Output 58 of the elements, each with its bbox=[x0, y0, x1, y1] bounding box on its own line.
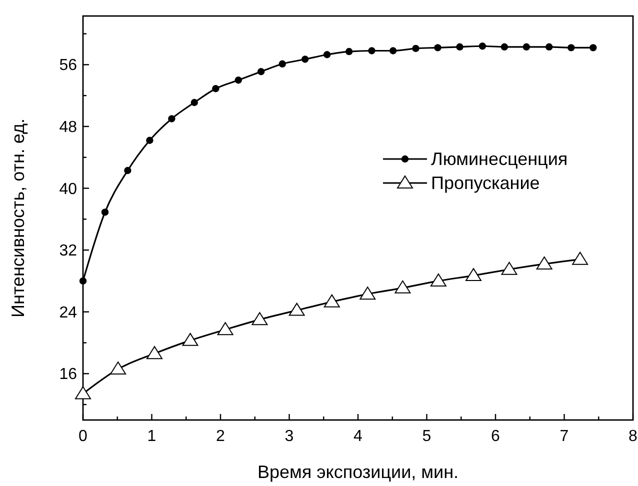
point bbox=[590, 44, 597, 52]
point bbox=[478, 42, 486, 50]
point bbox=[212, 85, 220, 92]
point bbox=[412, 44, 420, 52]
point bbox=[301, 56, 309, 63]
x-axis-title: Время экспозиции, мин. bbox=[257, 462, 459, 482]
point bbox=[536, 256, 552, 270]
y-tick-label: 24 bbox=[59, 304, 78, 322]
point bbox=[500, 43, 508, 50]
point bbox=[168, 115, 176, 122]
point bbox=[257, 68, 265, 76]
point bbox=[430, 273, 446, 286]
x-tick-label: 3 bbox=[284, 428, 294, 445]
point bbox=[345, 48, 353, 56]
x-tick-label: 6 bbox=[491, 428, 500, 445]
x-tick-label: 0 bbox=[78, 428, 88, 445]
y-tick-label: 32 bbox=[59, 242, 78, 260]
point bbox=[182, 332, 198, 346]
x-tick-label: 1 bbox=[147, 428, 156, 445]
point bbox=[324, 294, 340, 308]
point bbox=[434, 44, 442, 52]
point bbox=[546, 43, 553, 50]
point bbox=[101, 208, 109, 216]
point bbox=[360, 286, 376, 300]
y-tick-label: 16 bbox=[59, 366, 78, 384]
point bbox=[190, 98, 198, 106]
point bbox=[466, 268, 482, 282]
point bbox=[278, 60, 286, 68]
point bbox=[217, 322, 234, 336]
point bbox=[456, 43, 464, 50]
point bbox=[288, 302, 305, 316]
x-tick-label: 8 bbox=[628, 428, 638, 445]
point bbox=[368, 47, 376, 54]
legend-label: Люминесценция bbox=[431, 149, 568, 169]
y-axis-title: Интенсивность, отн. ед. bbox=[8, 118, 28, 318]
point bbox=[75, 386, 91, 400]
x-tick-label: 4 bbox=[354, 428, 363, 445]
point bbox=[146, 136, 154, 144]
point bbox=[124, 166, 132, 174]
point bbox=[501, 262, 518, 275]
point bbox=[323, 51, 331, 58]
point bbox=[389, 47, 397, 54]
y-tick-label: 56 bbox=[59, 57, 78, 74]
point bbox=[146, 346, 162, 360]
point bbox=[522, 43, 530, 50]
y-tick-label: 40 bbox=[59, 180, 78, 198]
point bbox=[572, 252, 588, 265]
point bbox=[568, 44, 575, 52]
x-tick-label: 5 bbox=[422, 428, 432, 445]
point bbox=[252, 312, 268, 326]
x-tick-label: 7 bbox=[560, 428, 569, 445]
point bbox=[110, 362, 126, 375]
point bbox=[79, 277, 87, 285]
point bbox=[234, 76, 242, 84]
point bbox=[394, 280, 411, 294]
legend-label: Пропускание bbox=[431, 173, 540, 193]
y-tick-label: 48 bbox=[59, 118, 78, 136]
x-tick-label: 2 bbox=[216, 428, 226, 445]
